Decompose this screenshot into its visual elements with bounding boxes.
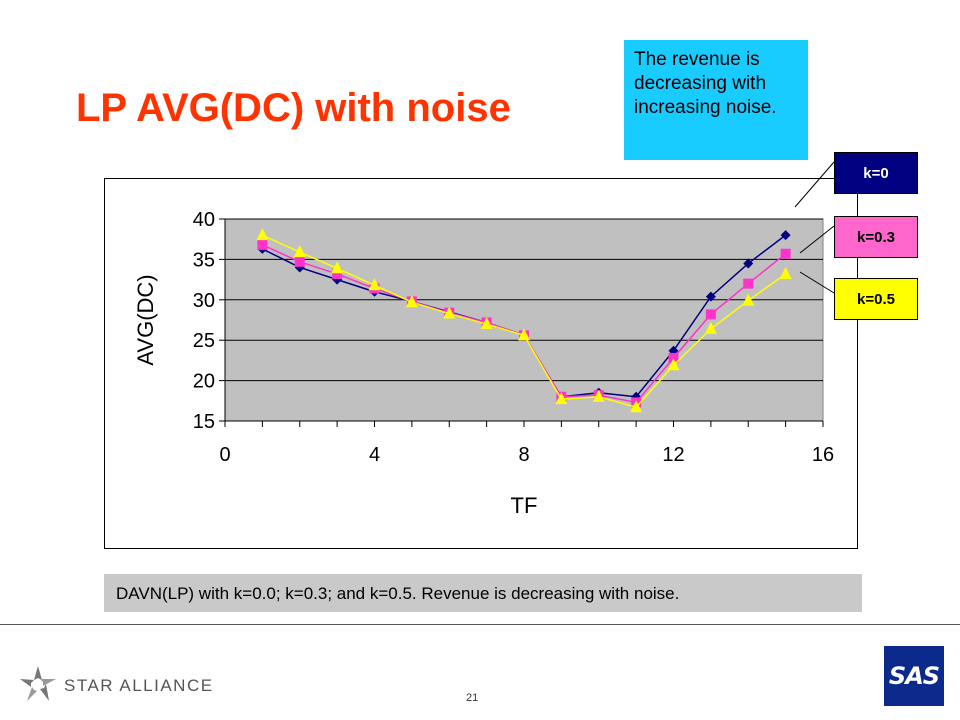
x-tick-label: 8: [518, 444, 529, 466]
x-tick-label: 0: [219, 444, 230, 466]
data-point: [293, 245, 306, 258]
data-point: [294, 256, 305, 267]
star-alliance-logo-icon: [20, 666, 56, 701]
legend-k05: k=0.5: [834, 278, 918, 320]
series-k=0.5: [256, 228, 792, 413]
data-point: [256, 228, 269, 241]
legend-k05-label: k=0.5: [857, 290, 895, 308]
data-point: [742, 293, 755, 306]
line-chart: 0 4 8 12 16 15 20 25 30 35 40 TF AVG(DC): [133, 209, 834, 518]
data-point: [743, 258, 754, 269]
chart-frame: 0 4 8 12 16 15 20 25 30 35 40 TF AVG(DC): [104, 178, 858, 549]
chart-caption: DAVN(LP) with k=0.0; k=0.3; and k=0.5. R…: [104, 574, 862, 612]
y-tick-label: 35: [193, 249, 215, 271]
data-point: [555, 392, 568, 405]
footer-divider: [0, 624, 960, 625]
data-point: [780, 230, 791, 241]
page-number: 21: [466, 692, 479, 704]
y-tick-label: 40: [193, 209, 215, 231]
data-point: [405, 295, 418, 308]
data-point: [480, 317, 493, 330]
data-point: [780, 248, 791, 259]
data-point: [631, 391, 642, 402]
sas-logo: SAS: [884, 646, 944, 706]
legend-k0: k=0: [834, 152, 918, 194]
x-tick-label: 12: [662, 444, 684, 466]
legend-k0-label: k=0: [863, 164, 889, 182]
series-layer: [256, 228, 792, 413]
data-point: [332, 268, 343, 279]
y-tick-label: 15: [193, 411, 215, 433]
y-tick-label: 30: [193, 290, 215, 312]
data-point: [331, 261, 344, 274]
callout-note: The revenue is decreasing with increasin…: [624, 40, 808, 160]
x-tick-label: 16: [812, 444, 834, 466]
y-axis-label: AVG(DC): [133, 274, 158, 365]
x-axis-ticks: 0 4 8 12 16: [219, 420, 834, 466]
y-tick-label: 20: [193, 371, 215, 393]
data-point: [443, 306, 456, 319]
data-point: [257, 239, 268, 250]
legend-k03-label: k=0.3: [857, 228, 895, 246]
y-axis-ticks: 15 20 25 30 35 40: [193, 209, 226, 433]
data-point: [705, 309, 716, 320]
data-point: [779, 266, 792, 279]
plot-area: [224, 218, 824, 422]
data-point: [630, 400, 643, 413]
x-tick-label: 4: [369, 444, 380, 466]
data-point: [705, 291, 716, 302]
data-point: [592, 389, 605, 402]
legend-k03: k=0.3: [834, 216, 918, 258]
data-point: [668, 352, 679, 363]
star-alliance-wordmark: STAR ALLIANCE: [64, 676, 214, 695]
sas-logo-text: SAS: [888, 662, 940, 690]
data-point: [704, 321, 717, 334]
data-point: [667, 358, 680, 371]
data-point: [368, 278, 381, 291]
x-axis-label: TF: [511, 493, 538, 518]
slide-title: LP AVG(DC) with noise: [76, 86, 511, 130]
y-tick-label: 25: [193, 330, 215, 352]
data-point: [743, 278, 754, 289]
data-point: [518, 328, 530, 341]
